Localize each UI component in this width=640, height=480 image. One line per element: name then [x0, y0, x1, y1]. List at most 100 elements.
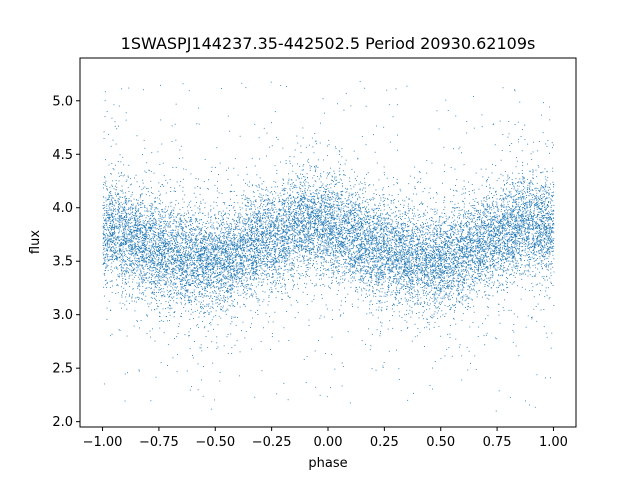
data-point	[202, 199, 204, 201]
data-point	[424, 249, 426, 250]
data-point	[440, 281, 442, 283]
data-point	[515, 265, 517, 267]
data-point	[244, 199, 246, 201]
data-point	[182, 228, 184, 230]
data-point	[143, 260, 145, 262]
data-point	[124, 228, 126, 230]
data-point	[187, 280, 188, 282]
data-point	[403, 222, 405, 224]
data-point	[263, 181, 265, 182]
data-point	[405, 269, 406, 271]
data-point	[512, 210, 514, 211]
data-point	[339, 251, 341, 252]
data-point	[440, 231, 441, 233]
data-point	[141, 251, 143, 252]
data-point	[118, 239, 120, 241]
data-point	[128, 219, 129, 221]
data-point	[119, 220, 121, 222]
data-point	[181, 260, 183, 262]
data-point	[130, 237, 132, 238]
data-point	[356, 204, 358, 205]
data-point	[180, 301, 182, 303]
data-point	[246, 221, 248, 223]
data-point	[490, 250, 492, 252]
data-point	[277, 273, 278, 275]
data-point	[380, 277, 382, 278]
data-point	[415, 258, 416, 260]
data-point	[427, 293, 429, 295]
data-point	[305, 242, 306, 244]
data-point	[384, 226, 385, 228]
data-point	[116, 239, 118, 241]
data-point	[515, 241, 517, 243]
data-point	[469, 286, 471, 288]
data-point	[173, 269, 175, 271]
data-point	[182, 198, 184, 200]
data-point	[459, 246, 460, 248]
data-point	[283, 229, 285, 230]
data-point	[236, 340, 238, 342]
data-point	[458, 259, 460, 260]
data-point	[374, 226, 375, 228]
data-point	[398, 303, 400, 304]
data-point	[326, 229, 328, 231]
data-point	[163, 294, 165, 296]
data-point	[113, 233, 115, 235]
data-point	[184, 270, 185, 272]
data-point	[340, 209, 342, 211]
data-point	[444, 259, 446, 261]
data-point	[144, 207, 146, 209]
data-point	[157, 240, 159, 242]
data-point	[429, 257, 431, 259]
data-point	[462, 313, 464, 315]
data-point	[358, 262, 359, 264]
data-point	[317, 254, 318, 256]
data-point	[273, 224, 275, 226]
data-point	[421, 277, 422, 279]
data-point	[535, 204, 537, 206]
data-point	[461, 379, 463, 381]
data-point	[148, 220, 150, 222]
data-point	[486, 267, 487, 268]
data-point	[185, 252, 186, 254]
data-point	[106, 221, 108, 223]
data-point	[469, 239, 471, 241]
data-point	[275, 226, 276, 227]
data-point	[371, 221, 373, 223]
data-point	[115, 208, 116, 210]
data-point	[322, 235, 324, 237]
data-point	[473, 311, 475, 313]
data-point	[185, 250, 186, 252]
data-point	[490, 260, 491, 262]
data-point	[262, 272, 263, 274]
data-point	[411, 238, 412, 239]
data-point	[294, 217, 296, 219]
data-point	[518, 211, 520, 213]
data-point	[406, 286, 408, 288]
data-point	[154, 224, 156, 226]
data-point	[455, 244, 457, 245]
data-point	[506, 254, 508, 256]
data-point	[241, 249, 242, 251]
data-point	[204, 290, 206, 291]
data-point	[517, 224, 519, 226]
data-point	[340, 229, 341, 231]
data-point	[311, 234, 312, 236]
data-point	[427, 246, 429, 248]
data-point	[426, 259, 427, 261]
data-point	[221, 252, 223, 254]
data-point	[122, 248, 124, 250]
data-point	[377, 247, 379, 249]
data-point	[391, 246, 393, 248]
data-point	[229, 285, 231, 287]
data-point	[171, 256, 173, 258]
data-point	[439, 268, 441, 270]
data-point	[364, 238, 366, 240]
data-point	[412, 237, 413, 239]
data-point	[534, 221, 536, 223]
data-point	[501, 221, 503, 223]
data-point	[441, 272, 443, 274]
data-point	[484, 228, 486, 230]
data-point	[430, 240, 432, 242]
data-point	[196, 283, 198, 285]
